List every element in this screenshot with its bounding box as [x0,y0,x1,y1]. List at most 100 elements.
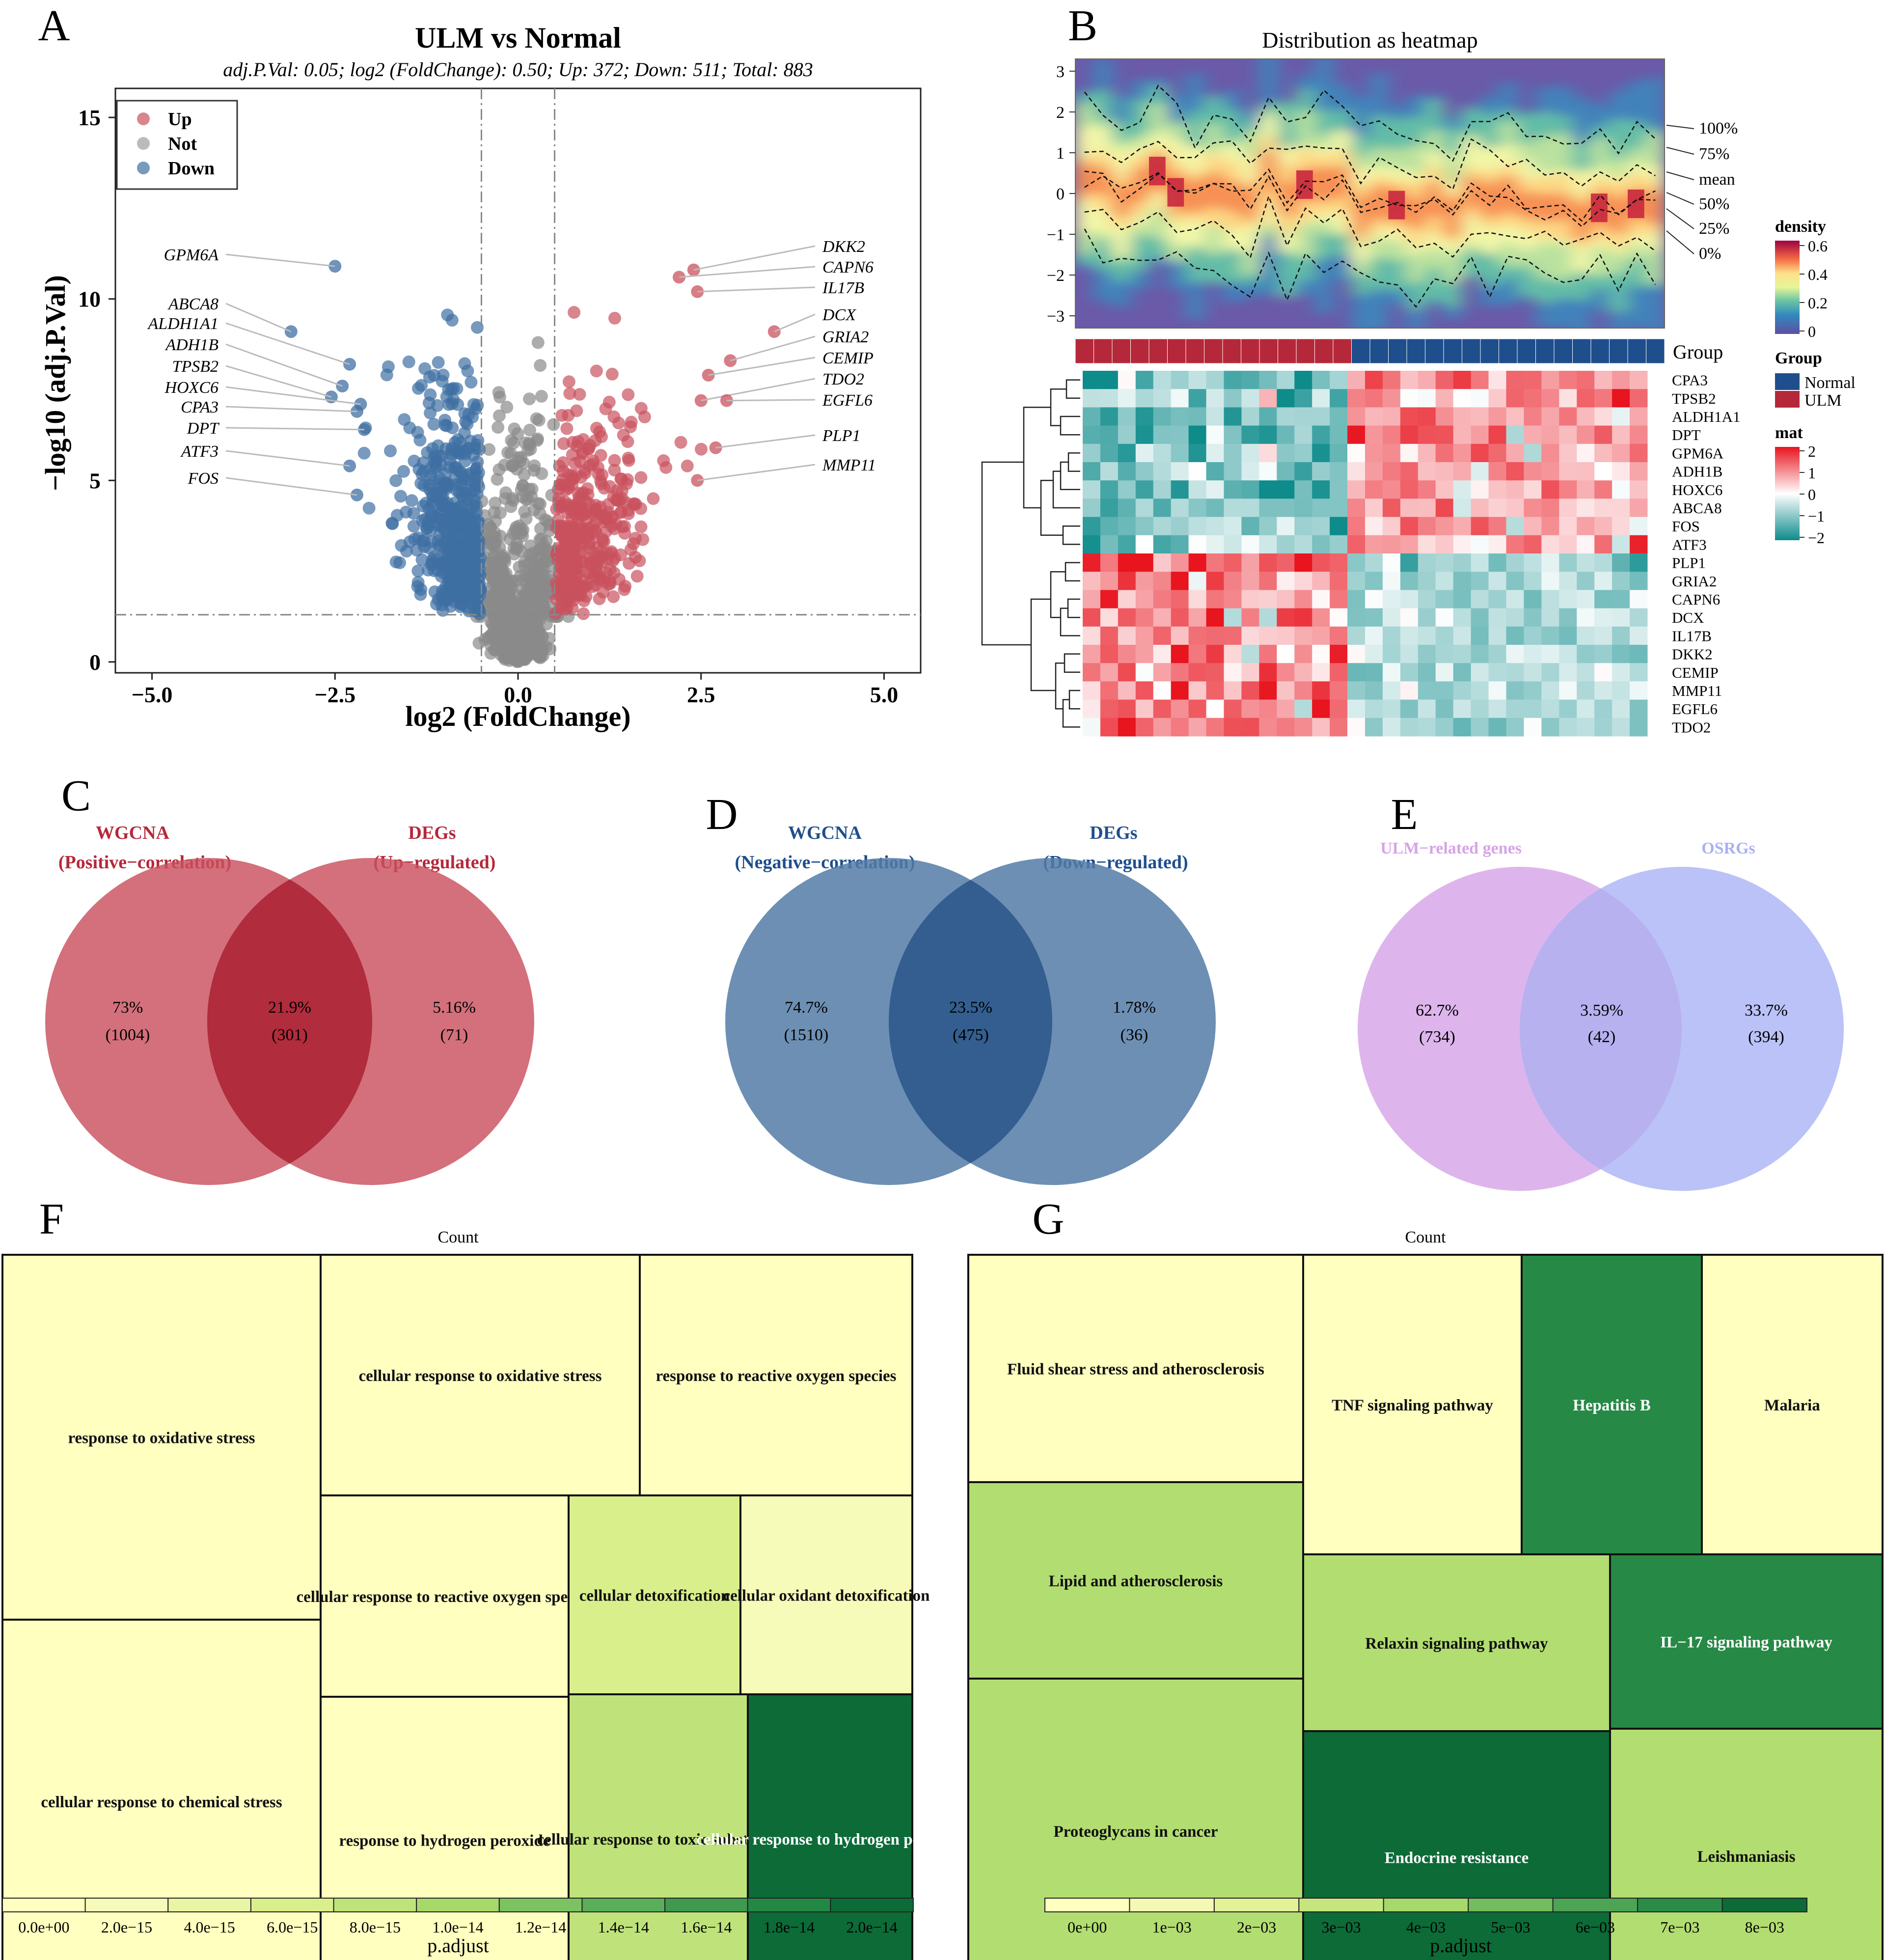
expr-cell [1224,498,1242,518]
expr-cell [1347,718,1366,737]
label-connector [697,286,816,293]
expr-cell [1435,389,1454,408]
expr-cell [1541,535,1559,554]
expr-cell [1171,681,1189,700]
treemap-tile [320,1494,570,1698]
gene-label-cemip: CEMIP [822,349,874,367]
heatmap-gene-dkk2: DKK2 [1672,646,1713,663]
density-cell [1572,203,1591,240]
expr-cell [1630,389,1648,408]
up-point [573,388,586,401]
expr-cell [1153,389,1172,408]
expr-cell [1206,699,1224,718]
expr-cell [1577,480,1595,499]
density-legend-tick-label: 0.6 [1808,237,1828,255]
expr-cell [1171,663,1189,682]
expr-cell [1365,371,1383,389]
expr-cell [1541,663,1559,682]
not-point [498,608,512,621]
legend-tick-label: 1.0e−14 [432,1918,483,1936]
expr-cell [1171,389,1189,408]
dendro-branch [1060,461,1080,491]
expr-cell [1435,681,1454,700]
down-point [407,507,420,520]
expr-cell [1347,443,1366,463]
expr-cell [1612,517,1630,536]
expr-cell [1330,425,1348,444]
expr-cell [1559,608,1577,627]
quantile-line [1084,228,1656,308]
not-point [500,624,514,637]
expr-cell [1118,663,1136,682]
expr-cell [1277,626,1295,645]
expr-cell [1118,553,1136,572]
expr-cell [1241,425,1259,444]
expr-cell [1118,480,1136,499]
up-point [562,558,575,571]
heatmap-gene-hoxc6: HOXC6 [1672,481,1722,498]
heatmap-gene-capn6: CAPN6 [1672,591,1720,608]
expr-cell [1277,718,1295,737]
expr-cell [1435,535,1454,554]
down-point [397,465,410,478]
expr-cell [1577,681,1595,700]
expr-cell [1506,498,1524,518]
expr-cell [1100,462,1119,481]
expr-cell [1541,608,1559,627]
not-point [517,622,530,635]
quantile-label: 50% [1699,195,1729,213]
venn-e-right-pct: 33.7% [1745,1001,1788,1020]
expr-cell [1100,425,1119,444]
expr-cell [1577,663,1595,682]
expr-cell [1559,480,1577,499]
expr-cell [1559,371,1577,389]
legend-swatch [84,1898,169,1912]
expr-cell [1135,462,1154,481]
dendro-branch [981,461,1031,646]
expr-cell [1418,535,1436,554]
down-point [461,546,474,559]
expr-cell [1400,443,1419,463]
expr-cell [1612,480,1630,499]
label-connector [225,450,350,467]
up-point [618,583,631,596]
treemap-tile-label: Fluid shear stress and atherosclerosis [1007,1361,1264,1379]
label-connector [726,399,816,402]
expr-cell [1153,608,1172,627]
expr-cell [1100,517,1119,536]
expr-cell [1347,553,1366,572]
expr-cell [1171,572,1189,590]
expr-cell [1259,425,1277,444]
down-point [439,594,452,607]
expr-cell [1312,535,1330,554]
expr-cell [1188,718,1207,737]
expr-cell [1206,718,1224,737]
group-cell [1425,338,1444,364]
expr-cell [1277,535,1295,554]
expr-cell [1488,718,1506,737]
not-point [483,443,495,456]
expr-cell [1594,371,1612,389]
legend-tick-label: 7e−03 [1660,1918,1699,1936]
down-point [471,321,484,334]
expr-cell [1171,480,1189,499]
expr-cell [1577,443,1595,463]
up-point [624,420,637,433]
down-point [423,478,436,492]
expr-cell [1188,425,1207,444]
expr-cell [1312,389,1330,408]
not-point [527,566,540,579]
legend-tick-label: 1.2e−14 [515,1918,566,1936]
expr-cell [1330,462,1348,481]
y-tick-label: 10 [78,287,101,312]
up-point [605,520,618,533]
legend-tick-label: 1e−03 [1152,1918,1192,1936]
treemap-g-size-label: Count [1405,1228,1446,1246]
expr-cell [1418,572,1436,590]
expr-cell [1277,443,1295,463]
expr-cell [1453,389,1472,408]
up-point [579,590,593,603]
legend-swatch [1383,1898,1469,1912]
density-cell [1093,166,1113,194]
not-point [485,570,498,582]
